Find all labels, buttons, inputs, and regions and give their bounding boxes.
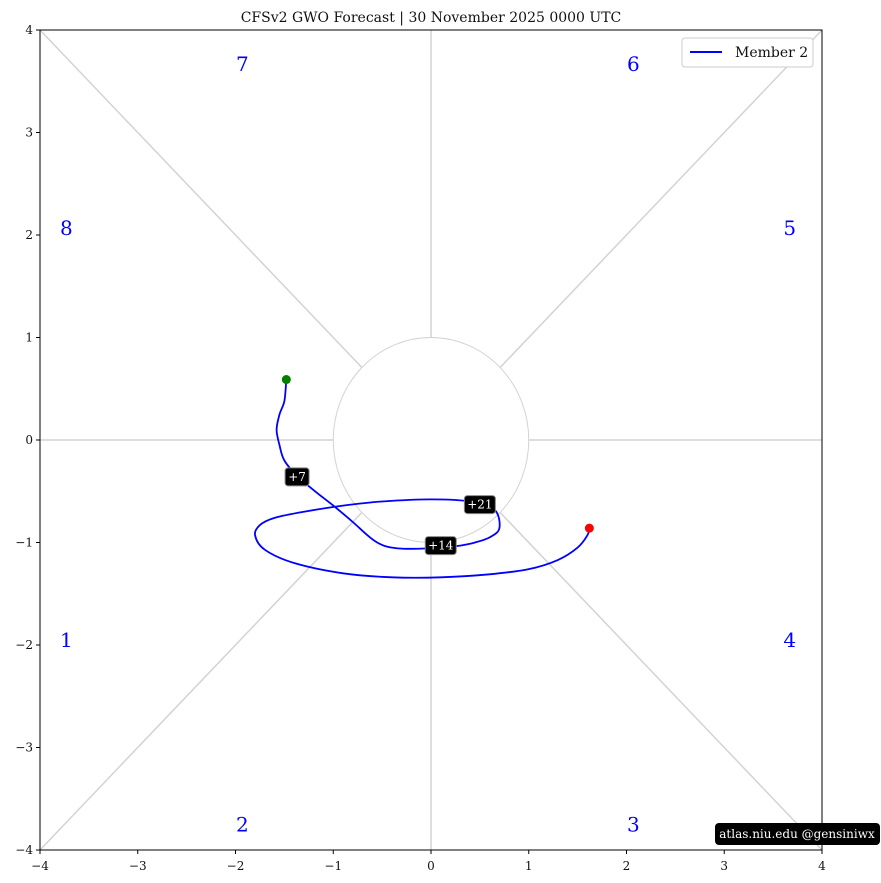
end-point-marker: [584, 523, 594, 533]
day-label-box: [463, 495, 496, 515]
plot-frame: [39, 29, 823, 851]
day-label-box: [424, 536, 457, 556]
x-tick-label: −1: [324, 859, 342, 873]
y-tick-label: 4: [25, 23, 33, 37]
y-tick-label: −1: [15, 536, 33, 550]
phase-label-7: 7: [236, 52, 249, 76]
phase-label-2: 2: [236, 812, 249, 836]
x-tick-label: −2: [227, 859, 245, 873]
credit-text: atlas.niu.edu @gensiniwx: [719, 827, 875, 841]
guide-diagonal-ne: [499, 29, 823, 369]
start-point-marker: [281, 375, 291, 385]
day-label-plus21: +21: [467, 498, 492, 512]
x-tick-label: −3: [129, 859, 147, 873]
phase-label-8: 8: [60, 216, 73, 240]
guide-diagonal-se: [499, 511, 823, 851]
phase-label-3: 3: [627, 812, 640, 836]
phase-label-4: 4: [783, 628, 796, 652]
guide-diagonal-nw: [39, 29, 363, 369]
day-label-box: [284, 467, 310, 487]
y-tick-label: 2: [25, 228, 33, 242]
x-tick-label: 3: [720, 859, 728, 873]
day-labels: +7 +14 +21: [284, 467, 496, 556]
day-label-plus14: +14: [428, 539, 454, 553]
y-tick-label: −4: [15, 843, 33, 857]
x-tick-label: 4: [818, 859, 826, 873]
x-tick-label: 2: [623, 859, 631, 873]
phase-label-1: 1: [60, 628, 73, 652]
phase-labels: 1 2 3 4 5 6 7 8: [60, 52, 796, 837]
x-tick-label: −4: [31, 859, 49, 873]
x-tick-label: 1: [525, 859, 533, 873]
legend-box: [681, 37, 814, 68]
y-tick-label: 0: [25, 433, 33, 447]
y-tick-label: −3: [15, 741, 33, 755]
center-circle: [332, 337, 530, 543]
x-tick-label: 0: [427, 859, 435, 873]
phase-guides: [39, 29, 823, 851]
y-tick-label: 1: [25, 331, 33, 345]
legend-label: Member 2: [735, 45, 808, 61]
y-tick-label: −2: [15, 638, 33, 652]
phase-label-6: 6: [627, 52, 640, 76]
guide-diagonal-sw: [39, 511, 363, 851]
chart-title: CFSv2 GWO Forecast | 30 November 2025 00…: [241, 10, 622, 26]
axis-ticks: −4 −3 −2 −1 0 1 2 3 4 −4 −3 −2 −1 0 1 2 3 4: [15, 23, 826, 873]
credit-box: [715, 823, 880, 845]
legend: Member 2: [681, 37, 814, 68]
credit-badge: atlas.niu.edu @gensiniwx: [715, 823, 880, 845]
phase-label-5: 5: [783, 216, 796, 240]
y-tick-label: 3: [25, 126, 33, 140]
day-label-plus7: +7: [288, 470, 306, 484]
